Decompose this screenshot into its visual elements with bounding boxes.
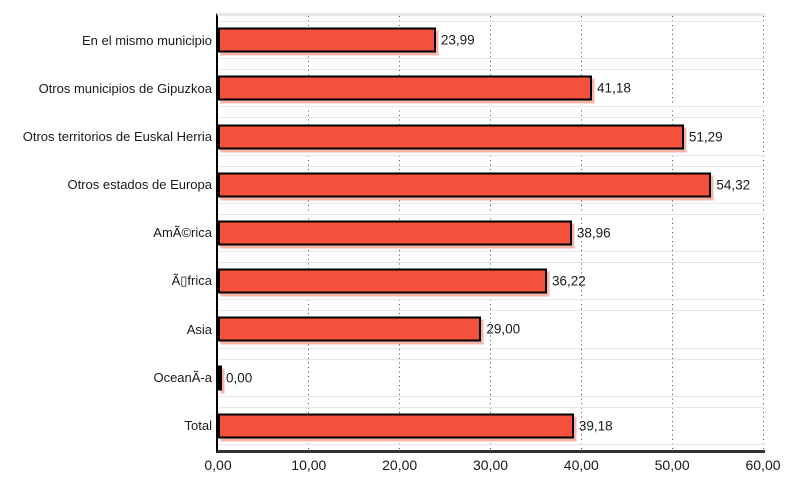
bar-2 <box>218 75 593 101</box>
x-tick-label: 50,00 <box>654 457 690 473</box>
bar-value-label: 23,99 <box>440 32 475 48</box>
row-band <box>218 21 765 60</box>
row-band <box>218 69 765 108</box>
plot-area: 23,99 41,18 51,29 54,32 38,96 36,22 29,00 0,00 3… <box>216 13 765 453</box>
bar-6 <box>218 268 547 294</box>
category-label: Ã▯frica <box>171 273 212 289</box>
row-band <box>218 213 765 253</box>
chart-row: 39,18 <box>218 402 765 450</box>
bar-8 <box>218 365 222 391</box>
bar-4 <box>218 172 712 198</box>
category-label: Otros territorios de Euskal Herria <box>22 129 212 145</box>
chart-row: 54,32 <box>218 161 765 209</box>
x-tick-label: 60,00 <box>745 457 781 473</box>
chart-row: 29,00 <box>218 305 765 353</box>
category-label: Asia <box>186 321 212 337</box>
row-band <box>218 310 765 349</box>
bar-9 <box>218 413 574 439</box>
category-label: En el mismo municipio <box>81 32 212 48</box>
x-tick-label: 40,00 <box>563 457 599 473</box>
row-band <box>218 117 765 156</box>
gridline-6 <box>762 16 764 450</box>
category-label: OceanÃ-a <box>153 370 212 386</box>
bar-1 <box>218 27 436 53</box>
x-tick-label: 30,00 <box>472 457 509 473</box>
chart-row: 41,18 <box>218 64 765 112</box>
bar-5 <box>218 220 572 246</box>
bar-value-label: 41,18 <box>597 80 631 96</box>
x-tick-label: 10,00 <box>291 457 327 473</box>
chart-row: 23,99 <box>218 16 765 64</box>
row-band <box>218 358 765 397</box>
category-label: Otros municipios de Gipuzkoa <box>38 80 212 96</box>
chart-row: 36,22 <box>218 257 765 305</box>
row-band <box>218 262 765 301</box>
x-tick-label: 20,00 <box>382 457 418 473</box>
bar-value-label: 39,18 <box>578 418 613 434</box>
bar-value-label: 38,96 <box>576 225 611 241</box>
bar-7 <box>218 316 482 342</box>
bar-value-label: 54,32 <box>716 177 751 193</box>
category-label: Otros estados de Europa <box>67 177 212 193</box>
bar-value-label: 29,00 <box>486 321 521 337</box>
row-band <box>218 406 765 445</box>
x-tick-label: 0,00 <box>204 457 232 473</box>
bar-value-label: 51,29 <box>688 129 723 145</box>
row-band <box>218 165 765 204</box>
chart-row: 0,00 <box>218 354 765 402</box>
bar-value-label: 36,22 <box>551 273 586 289</box>
chart-row: 51,29 <box>218 112 765 160</box>
gridline-5 <box>671 16 673 450</box>
category-label: AmÃ©rica <box>153 225 212 241</box>
chart-row: 38,96 <box>218 209 765 257</box>
bar-value-label: 0,00 <box>226 370 253 386</box>
bar-3 <box>218 124 684 150</box>
category-label: Total <box>184 418 212 434</box>
value-axis-labels: 0,00 10,00 20,00 30,00 40,00 50,00 60,00 <box>204 457 780 475</box>
gridline-4 <box>580 16 582 450</box>
